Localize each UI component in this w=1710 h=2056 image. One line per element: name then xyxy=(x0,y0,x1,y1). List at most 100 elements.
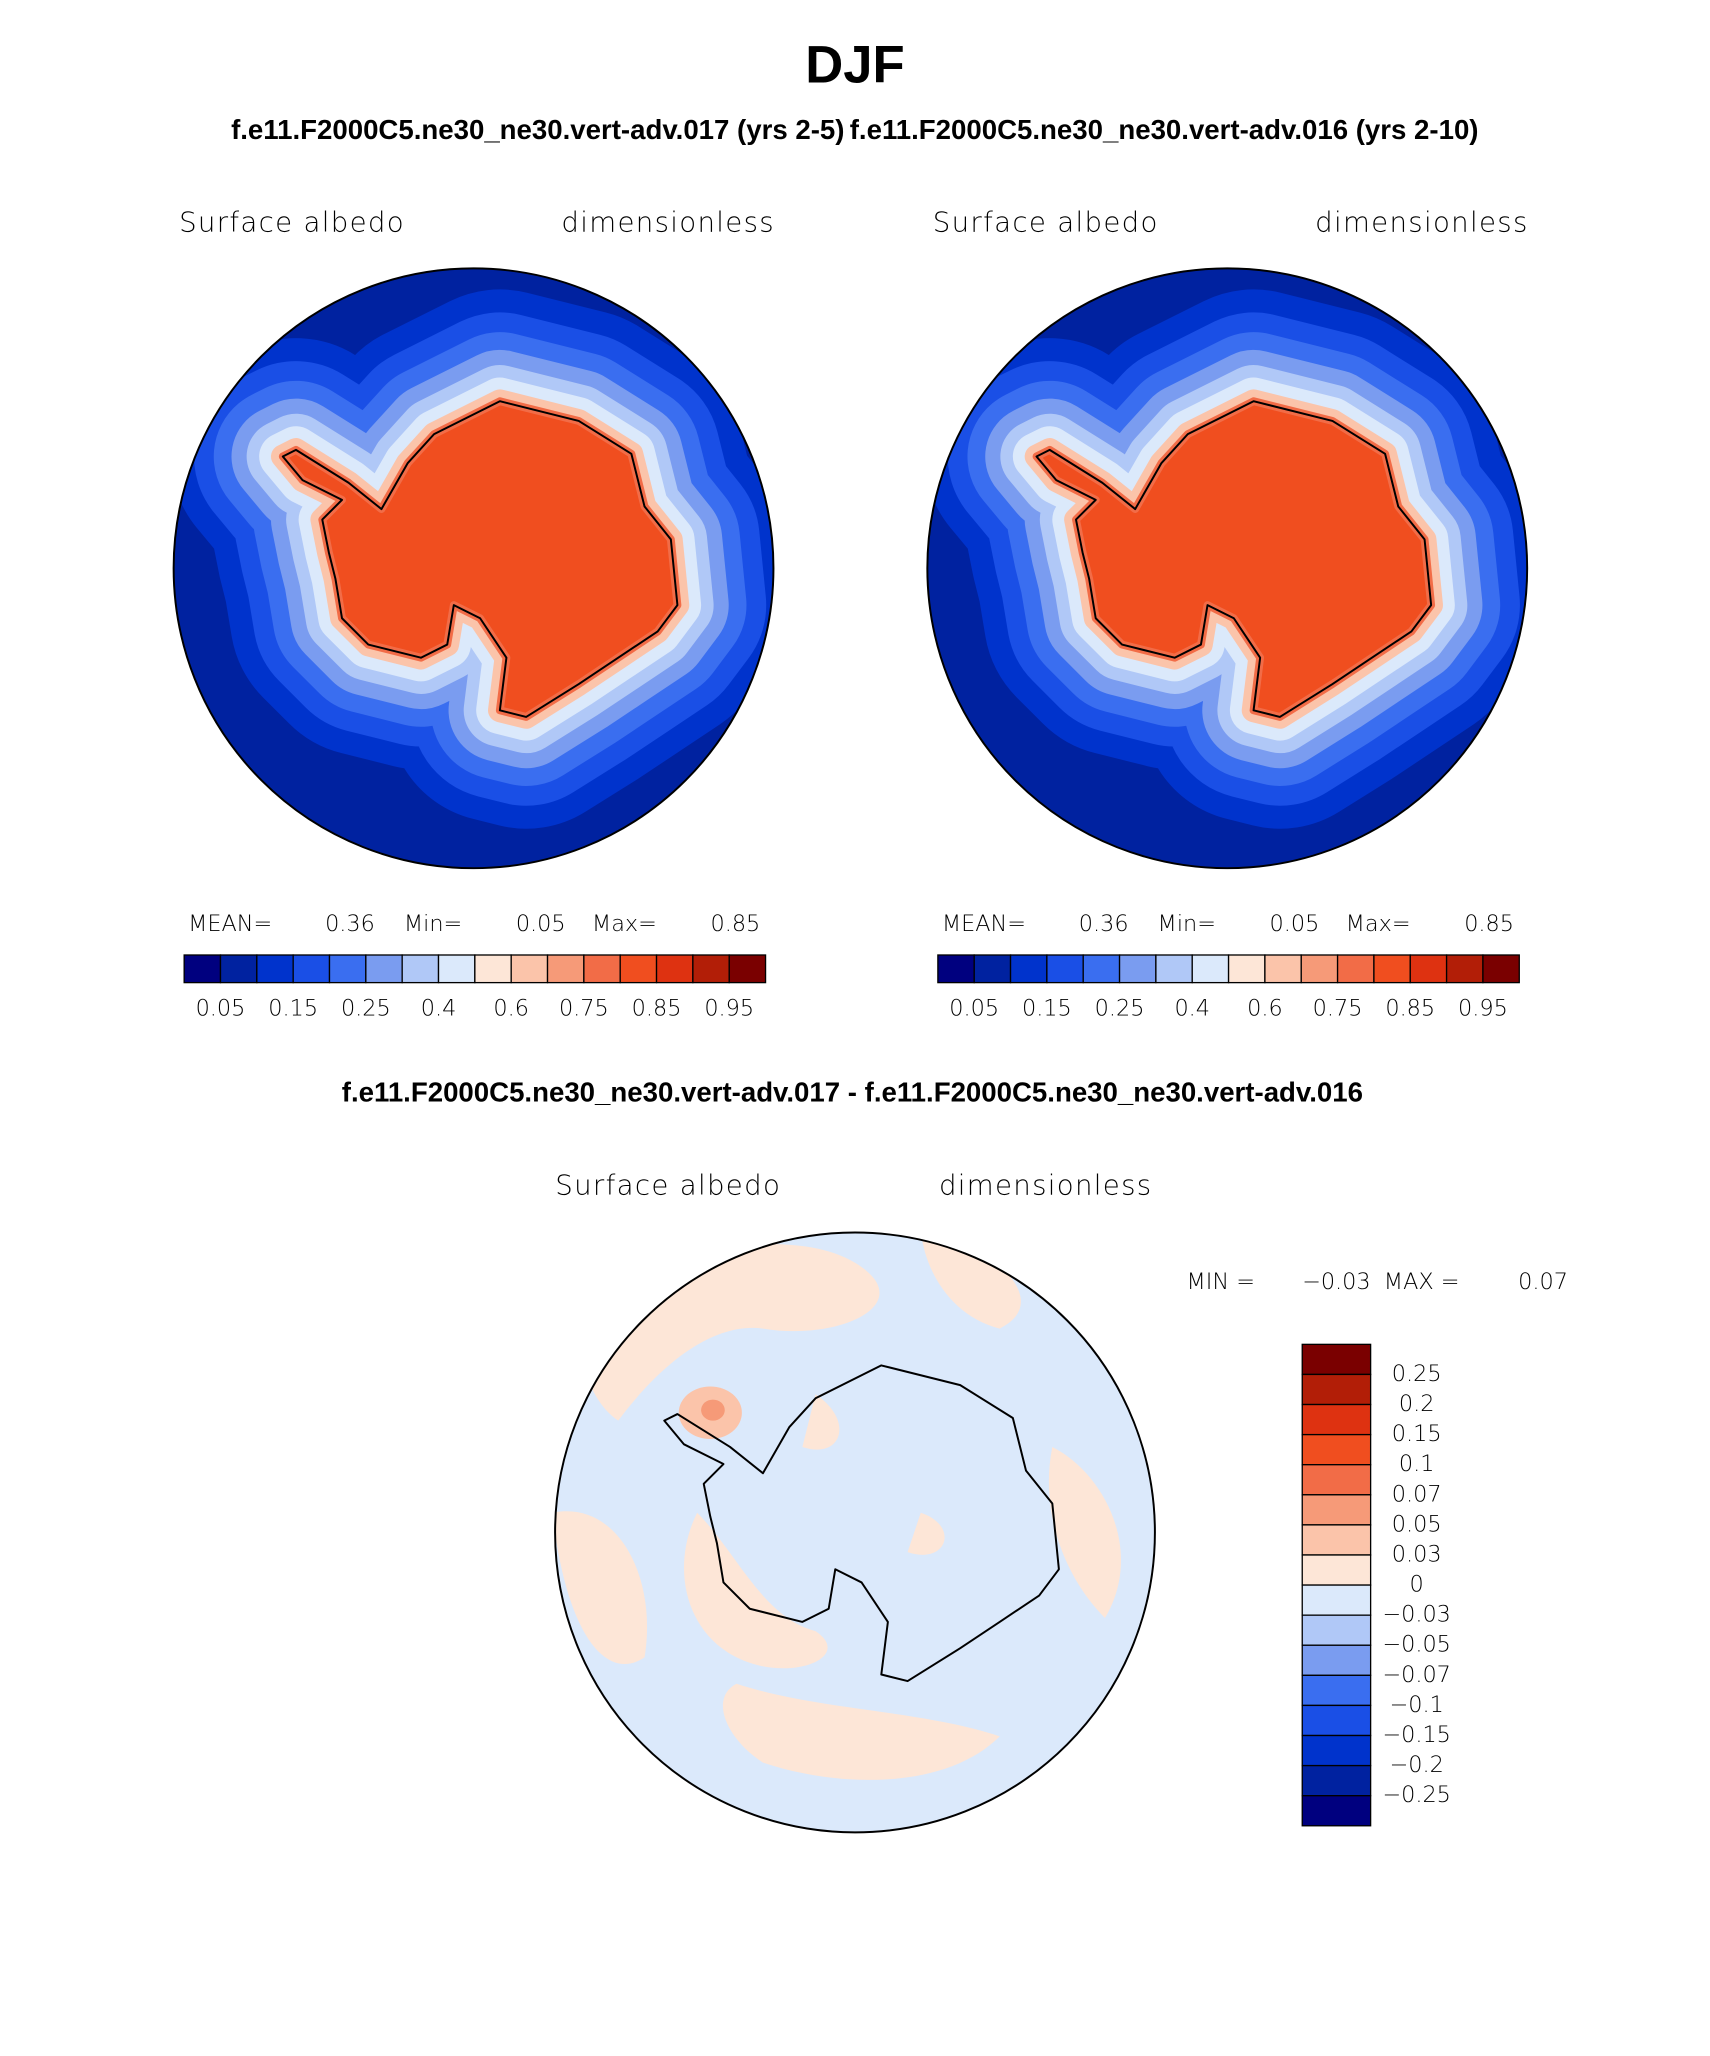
colorbar-label: 0.95 xyxy=(1458,995,1508,1021)
colorbar-box xyxy=(692,954,730,984)
colorbar-label: 0.25 xyxy=(1095,995,1145,1021)
colorbar-label: 0.07 xyxy=(1392,1481,1442,1507)
stat-label: MAX = xyxy=(1384,1269,1460,1295)
colorbar-box xyxy=(728,954,767,984)
colorbar-label: 0.95 xyxy=(704,995,754,1021)
colorbar-box xyxy=(1300,954,1339,984)
colorbar-box xyxy=(1301,1704,1372,1737)
colorbar-label: 0.15 xyxy=(1022,995,1072,1021)
unit-label: dimensionless xyxy=(561,206,775,239)
colorbar-box xyxy=(1301,1734,1372,1767)
field-label: Surface albedo xyxy=(555,1169,781,1202)
colorbar-label: −0.2 xyxy=(1390,1752,1444,1778)
colorbar-box xyxy=(1301,1674,1372,1707)
colorbar-label: 0.05 xyxy=(949,995,999,1021)
colorbar-label: 0.05 xyxy=(1392,1511,1442,1537)
colorbar-box xyxy=(1301,1433,1372,1466)
colorbar-label: 0.05 xyxy=(196,995,246,1021)
colorbar-label: 0.75 xyxy=(1313,995,1363,1021)
stat-value: 0.05 xyxy=(1270,911,1320,937)
subtitle: f.e11.F2000C5.ne30_ne30.vert-adv.016 (yr… xyxy=(850,114,1479,145)
colorbar-label: −0.03 xyxy=(1382,1602,1451,1628)
colorbar-box xyxy=(1118,954,1157,984)
colorbar-box xyxy=(183,954,222,984)
stat-value: 0.36 xyxy=(325,911,375,937)
colorbar-label: 0.2 xyxy=(1399,1391,1435,1417)
colorbar-label: 0.75 xyxy=(559,995,609,1021)
colorbar-label: 0.4 xyxy=(421,995,457,1021)
colorbar-box xyxy=(474,954,512,984)
colorbar-label: 0.1 xyxy=(1399,1451,1435,1477)
dynamic: Surface albedo dimensionless MEAN= 0.36 Min=… xyxy=(179,206,1568,1827)
field-label: Surface albedo xyxy=(933,206,1159,239)
title: DJF xyxy=(805,35,904,94)
colorbar-label: 0.85 xyxy=(1385,995,1435,1021)
colorbar-label: 0.4 xyxy=(1174,995,1210,1021)
colorbar-label: −0.15 xyxy=(1382,1722,1451,1748)
colorbar-label: −0.1 xyxy=(1390,1692,1444,1718)
colorbar-box xyxy=(1301,1764,1372,1797)
map xyxy=(174,268,774,868)
stat-value: 0.07 xyxy=(1518,1269,1568,1295)
colorbar-label: 0 xyxy=(1410,1572,1424,1598)
colorbar-box xyxy=(1301,1524,1372,1556)
colorbar-box xyxy=(1301,1795,1372,1827)
colorbar-label: 0.6 xyxy=(493,995,529,1021)
stat-value: −0.03 xyxy=(1302,1269,1371,1295)
colorbar-box xyxy=(1301,1403,1372,1436)
colorbar-box xyxy=(1046,954,1084,984)
stat-label: Min= xyxy=(1158,911,1216,937)
colorbar-label: 0.85 xyxy=(632,995,682,1021)
colorbar-box xyxy=(973,954,1012,984)
colorbar-box xyxy=(1409,954,1448,984)
colorbar-box xyxy=(328,954,367,984)
map xyxy=(555,1232,1155,1833)
colorbar-box xyxy=(437,954,476,984)
colorbar-box xyxy=(1482,954,1520,984)
colorbar-box xyxy=(1301,1554,1372,1586)
colorbar-box xyxy=(1191,954,1230,984)
colorbar-box xyxy=(365,954,403,984)
colorbar-box xyxy=(1082,954,1121,984)
colorbar-box xyxy=(1301,1644,1372,1676)
colorbar-box xyxy=(1301,1373,1372,1406)
stat-label: MEAN= xyxy=(188,911,272,937)
stat-label: Max= xyxy=(1346,911,1411,937)
colorbar-box xyxy=(1155,954,1193,984)
colorbar-box xyxy=(1301,1584,1372,1616)
colorbar-box xyxy=(1445,954,1484,984)
colorbar-box xyxy=(256,954,294,984)
colorbar-box xyxy=(1301,1343,1372,1376)
colorbar-box xyxy=(1264,954,1302,984)
stat-label: Min= xyxy=(404,911,462,937)
colorbar-label: 0.25 xyxy=(341,995,391,1021)
colorbar-box xyxy=(546,954,585,984)
colorbar-label: 0.15 xyxy=(1392,1421,1442,1447)
colorbar-label: −0.07 xyxy=(1382,1662,1451,1688)
colorbar-box xyxy=(401,954,440,984)
stat-label: Max= xyxy=(592,911,657,937)
unit-label: dimensionless xyxy=(1315,206,1529,239)
colorbar-box xyxy=(219,954,258,984)
colorbar-box xyxy=(1301,1494,1372,1526)
colorbar-box xyxy=(1227,954,1266,984)
colorbar-box xyxy=(510,954,549,984)
colorbar-label: 0.15 xyxy=(268,995,318,1021)
stat-label: MIN = xyxy=(1186,1269,1254,1295)
colorbar-label: 0.25 xyxy=(1392,1361,1442,1387)
colorbar-box xyxy=(655,954,694,984)
colorbar-box xyxy=(583,954,621,984)
stat-value: 0.05 xyxy=(516,911,566,937)
map xyxy=(927,268,1527,868)
colorbar-box xyxy=(1336,954,1375,984)
colorbar-box xyxy=(1009,954,1048,984)
stat-value: 0.85 xyxy=(710,911,760,937)
field-label: Surface albedo xyxy=(179,206,405,239)
colorbar-box xyxy=(619,954,658,984)
colorbar-box xyxy=(1301,1464,1372,1496)
stat-label: MEAN= xyxy=(942,911,1026,937)
colorbar-box xyxy=(292,954,331,984)
colorbar-box xyxy=(937,954,975,984)
